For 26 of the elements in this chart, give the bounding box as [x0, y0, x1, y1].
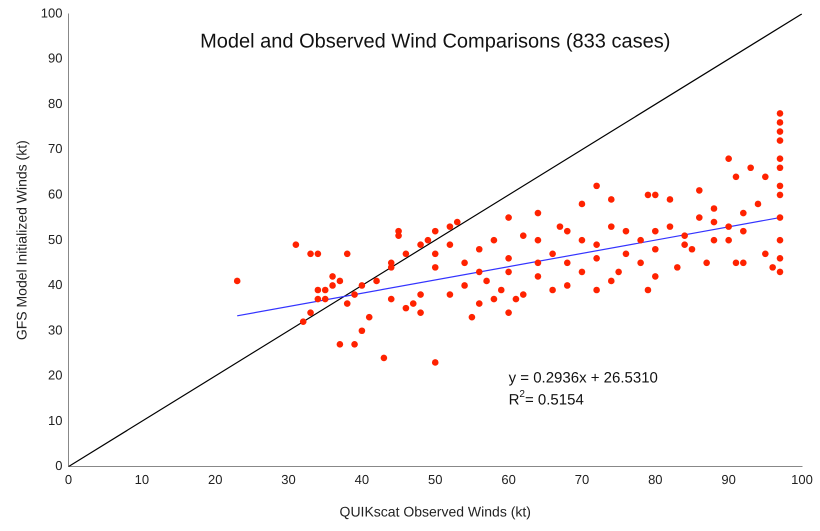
y-tick-label: 60 [48, 186, 62, 202]
y-tick-label: 90 [48, 50, 62, 66]
y-tick-label: 70 [48, 141, 62, 156]
annotation: y = 0.2936x + 26.5310 [508, 369, 658, 386]
y-tick-label: 100 [40, 5, 62, 20]
x-tick-label: 90 [721, 472, 736, 487]
x-tick-label: 30 [281, 472, 296, 487]
x-tick-label: 100 [791, 472, 813, 487]
y-tick-label: 80 [48, 96, 62, 111]
y-axis-title: GFS Model Initialized Winds (kt) [13, 140, 30, 340]
x-tick-label: 50 [428, 472, 442, 487]
x-tick-label: 60 [501, 472, 516, 487]
y-tick-label: 10 [48, 412, 62, 428]
text: Model and Observed Wind Comparisons (833 cases) [200, 30, 670, 52]
x-tick-label: 20 [208, 472, 222, 487]
y-tick-label: 50 [48, 232, 62, 247]
y-tick-label: 40 [48, 277, 62, 292]
x-tick-label: 40 [354, 472, 370, 487]
y-tick-label: 20 [48, 368, 62, 383]
x-tick-label: 80 [648, 472, 663, 487]
x-axis-title: QUIKscat Observed Winds (kt) [340, 503, 531, 520]
x-tick-label: 10 [134, 472, 150, 487]
y-tick-label: 0 [55, 458, 62, 474]
y-tick-label: 30 [48, 322, 62, 338]
x-tick-label: 0 [64, 472, 72, 487]
x-tick-label: 70 [574, 472, 590, 487]
